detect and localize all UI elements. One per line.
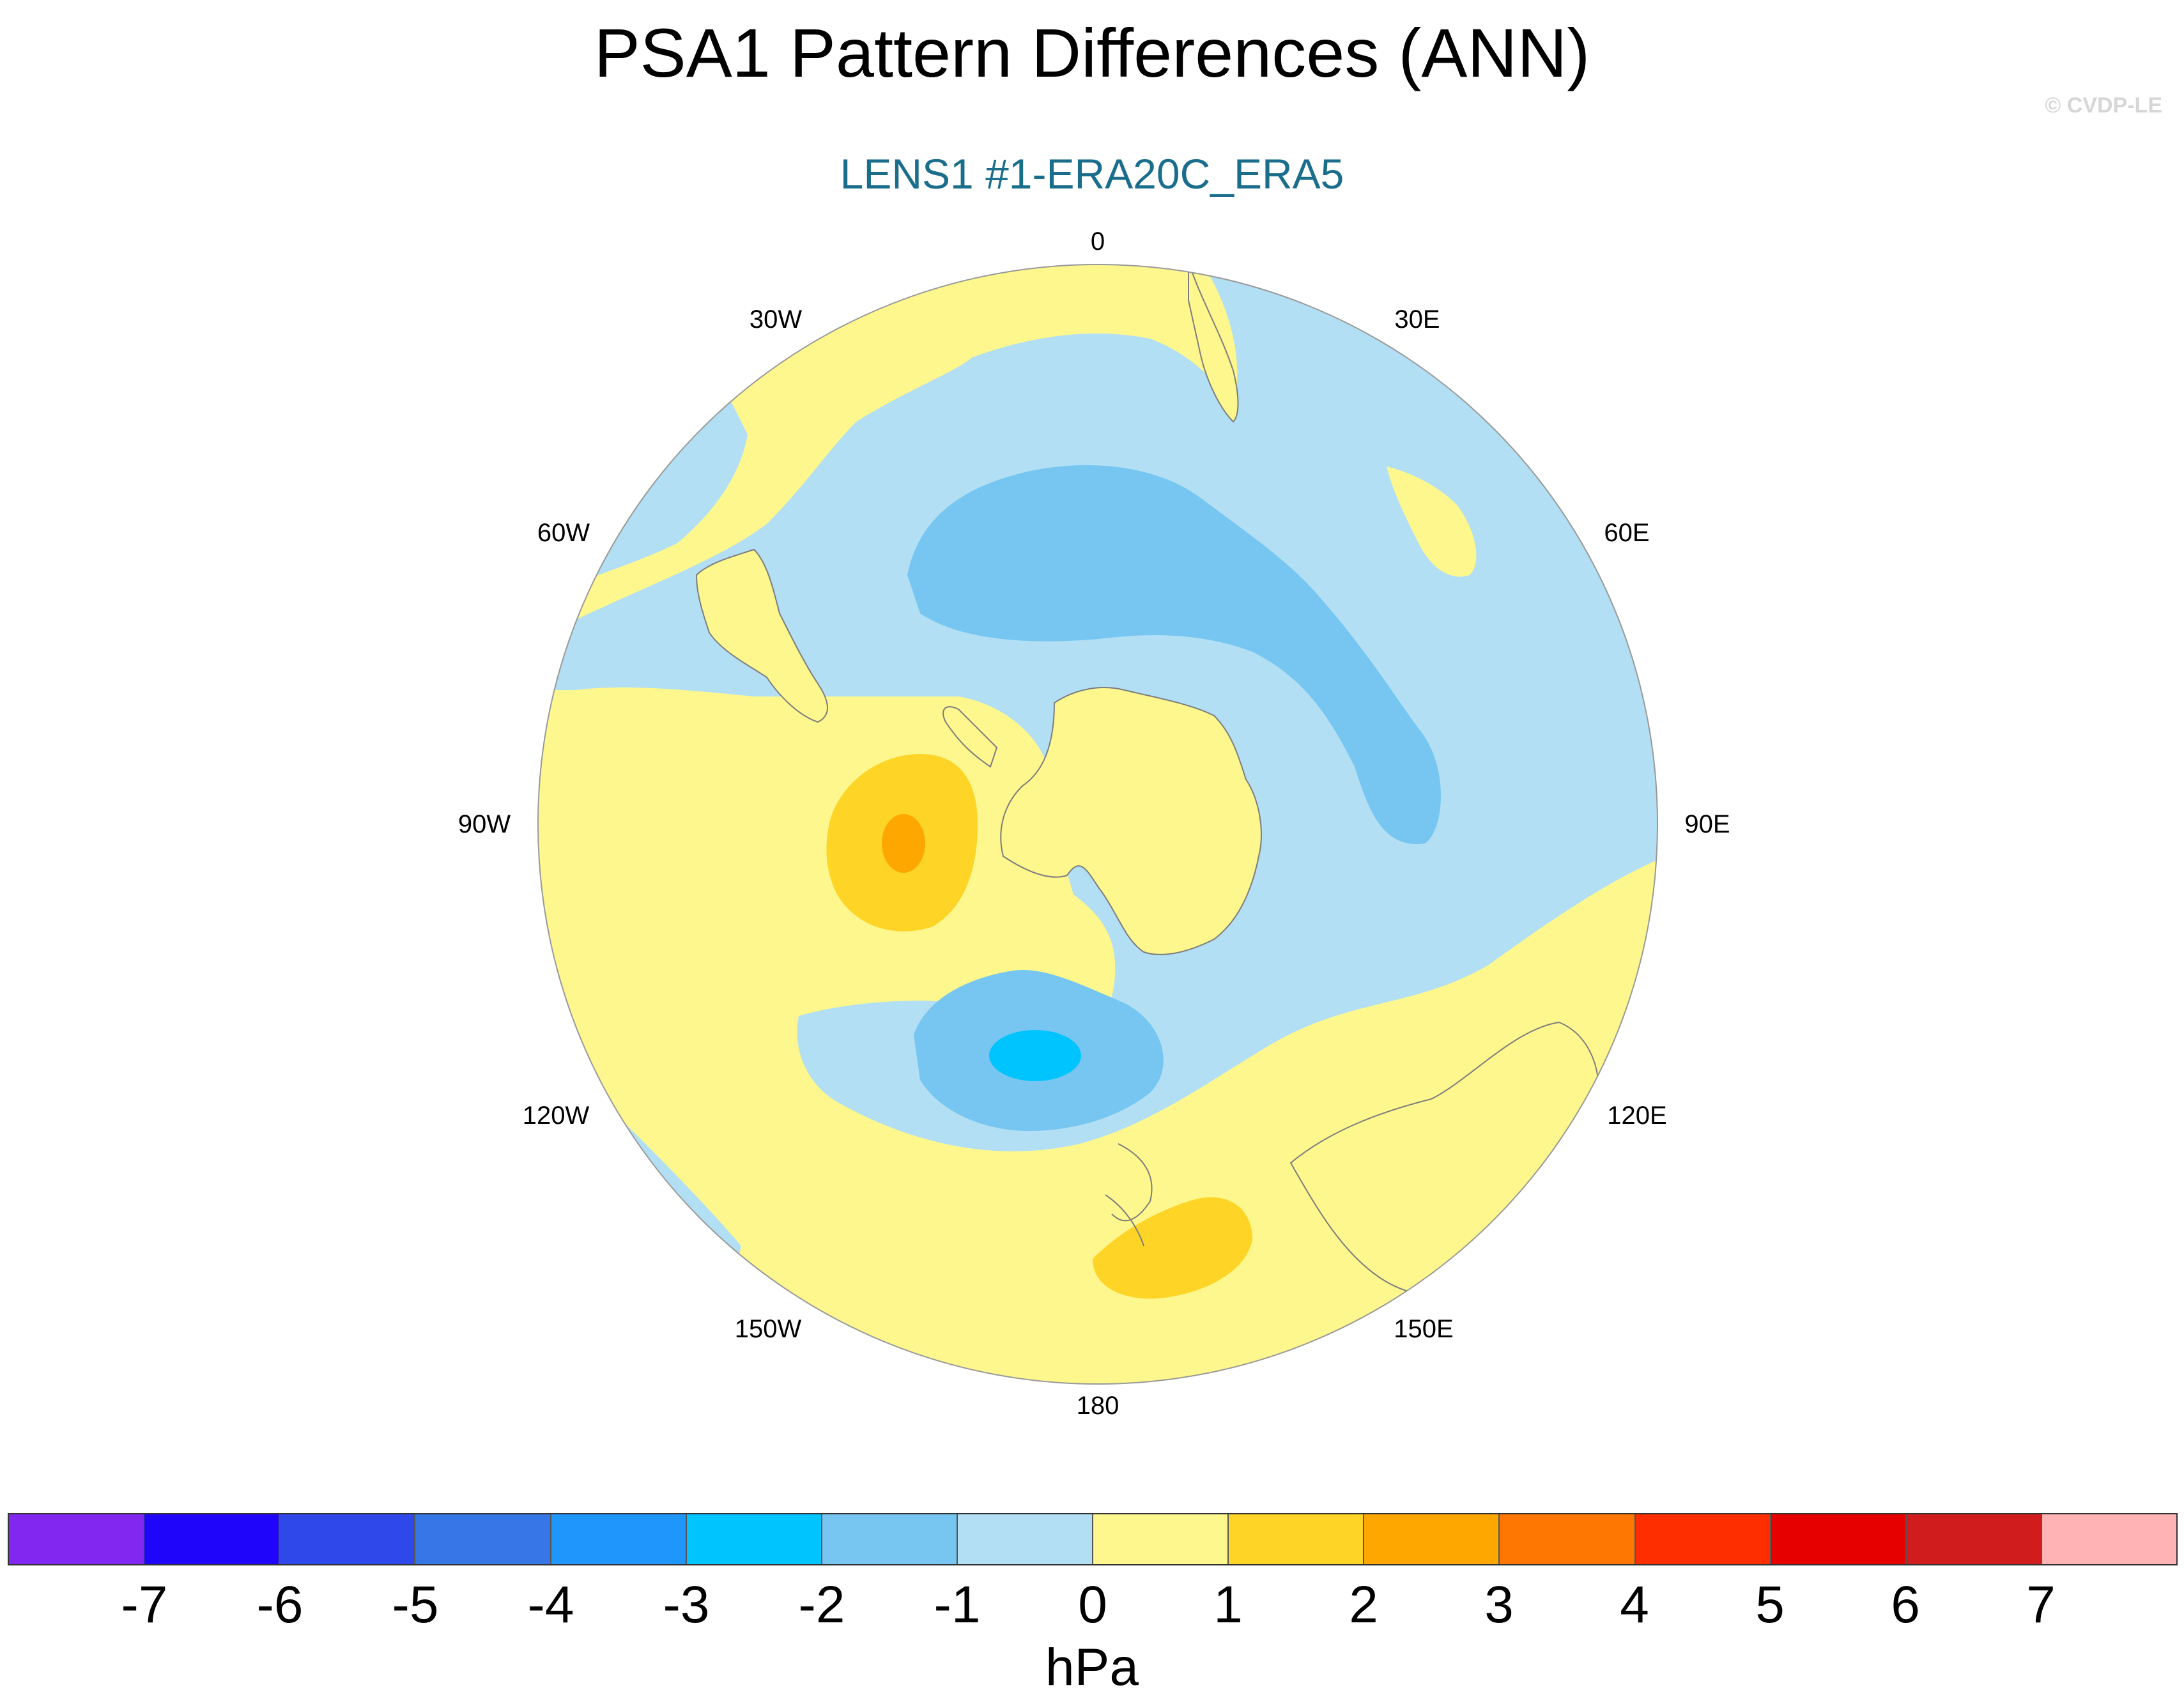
colorbar-tick-label: 4: [1620, 1576, 1649, 1634]
colorbar-swatch: [1635, 1514, 1771, 1564]
colorbar-tick-label: -7: [121, 1576, 168, 1634]
new-zealand: [1105, 1143, 1153, 1247]
lon-label-180: 180: [1076, 1392, 1119, 1420]
field-neg2-to-neg1-north: [907, 465, 1441, 844]
colorbar-tick-label: 5: [1755, 1576, 1785, 1634]
colorbar-tick-label: -6: [256, 1576, 304, 1634]
colorbar-tick-label: 7: [2026, 1576, 2056, 1634]
madagascar: [1387, 466, 1477, 577]
credit-watermark: © CVDP-LE: [2045, 93, 2162, 118]
colorbar-swatch: [2042, 1514, 2176, 1564]
colorbar-swatch: [1229, 1514, 1365, 1564]
colorbar-swatch: [1093, 1514, 1229, 1564]
lon-label-120e: 120E: [1607, 1102, 1667, 1130]
lon-label-150e: 150E: [1394, 1315, 1454, 1343]
lon-label-60e: 60E: [1604, 519, 1650, 547]
colorbar-swatch: [686, 1514, 822, 1564]
colorbar-swatch: [1906, 1514, 2042, 1564]
lon-label-90w: 90W: [458, 810, 511, 838]
colorbar-tick-label: 3: [1484, 1576, 1514, 1634]
south-america: [695, 548, 828, 723]
chart-subtitle: LENS1 #1-ERA20C_ERA5: [840, 150, 1344, 197]
map-field: [538, 265, 1657, 1384]
colorbar-tick-label: -2: [798, 1576, 845, 1634]
colorbar-swatch: [1771, 1514, 1907, 1564]
lon-label-60w: 60W: [537, 519, 590, 547]
lon-label-30e: 30E: [1394, 305, 1440, 334]
colorbar-swatch: [9, 1514, 145, 1564]
field-2-to-3: [882, 814, 925, 873]
colorbar-swatch: [551, 1514, 687, 1564]
colorbar-swatch: [957, 1514, 1093, 1564]
colorbar-swatch: [1364, 1514, 1500, 1564]
chart-title: PSA1 Pattern Differences (ANN): [594, 14, 1590, 91]
colorbar-tick-label: 6: [1891, 1576, 1920, 1634]
colorbar-tick-label: 1: [1213, 1576, 1243, 1634]
colorbar-tick-label: -4: [527, 1576, 574, 1634]
lon-label-150w: 150W: [734, 1315, 802, 1343]
colorbar-units: hPa: [1045, 1638, 1139, 1696]
antarctic-peninsula: [942, 706, 998, 768]
lon-label-120w: 120W: [522, 1102, 590, 1130]
colorbar-tick-label: 2: [1349, 1576, 1378, 1634]
colorbar-tick-label: 0: [1078, 1576, 1107, 1634]
africa: [1188, 265, 1239, 423]
colorbar-swatch: [144, 1514, 281, 1564]
lon-label-30w: 30W: [749, 305, 803, 334]
colorbar-tick-label: -1: [934, 1576, 981, 1634]
map-boundary: [537, 264, 1658, 1385]
lon-label-90e: 90E: [1684, 810, 1730, 838]
colorbar-tick-label: -3: [663, 1576, 710, 1634]
colorbar: [8, 1513, 2178, 1565]
colorbar-tick-label: -5: [392, 1576, 439, 1634]
colorbar-swatch: [415, 1514, 551, 1564]
colorbar-swatch: [822, 1514, 958, 1564]
antarctica: [1000, 687, 1262, 955]
colorbar-swatch: [1500, 1514, 1636, 1564]
field-neg3-to-neg2: [989, 1030, 1081, 1081]
field-1-to-2-south: [1093, 1197, 1252, 1299]
colorbar-swatch: [280, 1514, 416, 1564]
lon-label-0: 0: [1090, 227, 1105, 256]
